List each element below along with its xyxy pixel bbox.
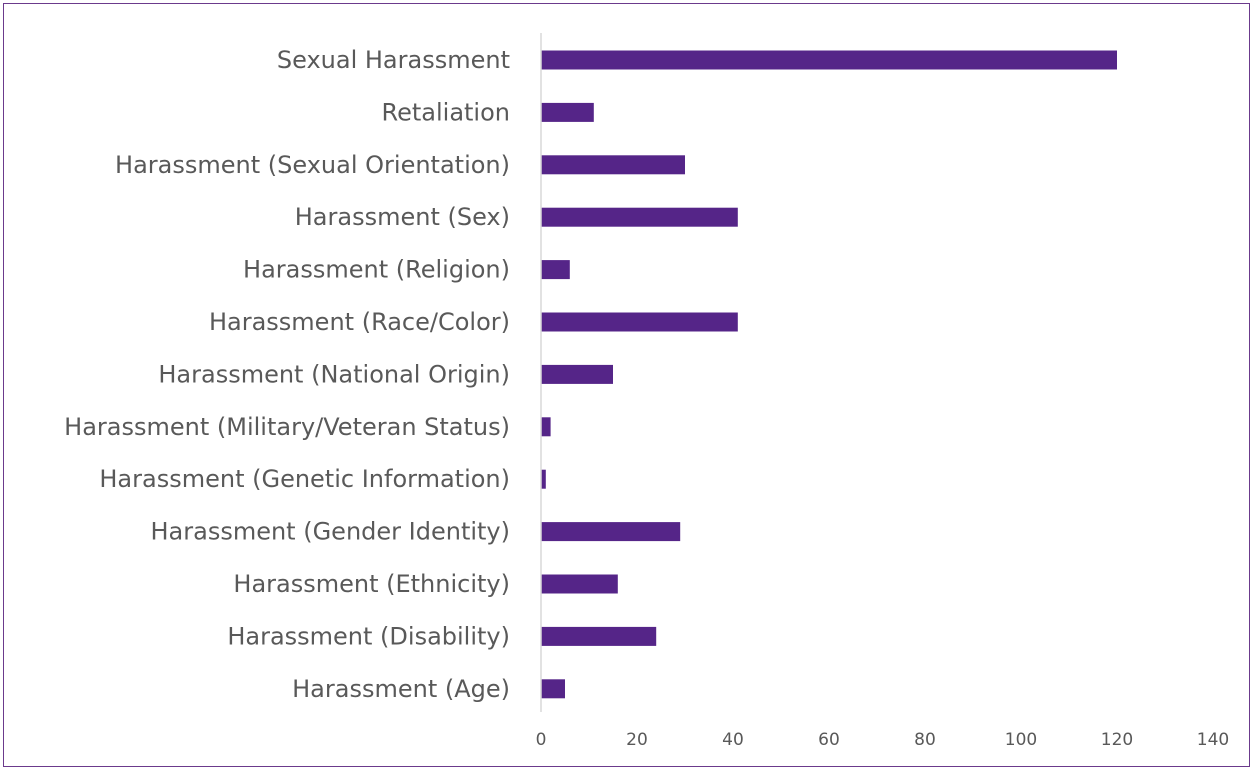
x-tick-label: 60	[818, 730, 840, 750]
bar-harassment-sex	[541, 207, 738, 227]
category-label-sexual-harassment: Sexual Harassment	[277, 46, 510, 74]
x-tick-label: 80	[914, 730, 936, 750]
bar-harassment-national-origin	[541, 364, 613, 384]
x-tick-label: 100	[1005, 730, 1037, 750]
category-label-retaliation: Retaliation	[382, 98, 511, 126]
x-tick-label: 120	[1101, 730, 1133, 750]
category-label-harassment-sex: Harassment (Sex)	[295, 203, 510, 231]
category-label-harassment-national-origin: Harassment (National Origin)	[158, 360, 510, 388]
bar-harassment-sexual-orientation	[541, 155, 685, 175]
category-label-harassment-gender-identity: Harassment (Gender Identity)	[150, 518, 510, 546]
x-tick-label: 20	[626, 730, 648, 750]
x-tick-label: 0	[536, 730, 547, 750]
category-label-harassment-sexual-orientation: Harassment (Sexual Orientation)	[115, 151, 510, 179]
bar-harassment-gender-identity	[541, 522, 681, 542]
bars-group	[541, 50, 1117, 699]
bar-harassment-race-color	[541, 312, 738, 332]
bar-retaliation	[541, 102, 594, 122]
bar-harassment-disability	[541, 626, 657, 646]
category-label-harassment-race-color: Harassment (Race/Color)	[209, 308, 510, 336]
category-label-harassment-military-veteran-status: Harassment (Military/Veteran Status)	[64, 413, 510, 441]
bar-harassment-military-veteran-status	[541, 417, 551, 437]
category-label-harassment-disability: Harassment (Disability)	[227, 622, 510, 650]
x-tick-label: 140	[1197, 730, 1229, 750]
bar-harassment-age	[541, 679, 565, 699]
category-label-harassment-ethnicity: Harassment (Ethnicity)	[233, 570, 510, 598]
category-label-harassment-religion: Harassment (Religion)	[243, 256, 510, 284]
bar-harassment-religion	[541, 260, 570, 280]
x-tick-label: 40	[722, 730, 744, 750]
category-label-harassment-age: Harassment (Age)	[292, 675, 510, 703]
bar-harassment-ethnicity	[541, 574, 618, 594]
x-tick-labels: 0 20 40 60 80 100 120 140	[536, 730, 1230, 750]
category-labels: Sexual Harassment Retaliation Harassment (…	[64, 46, 510, 703]
bar-harassment-genetic-information	[541, 469, 546, 489]
category-label-harassment-genetic-information: Harassment (Genetic Information)	[99, 465, 510, 493]
bar-sexual-harassment	[541, 50, 1117, 70]
